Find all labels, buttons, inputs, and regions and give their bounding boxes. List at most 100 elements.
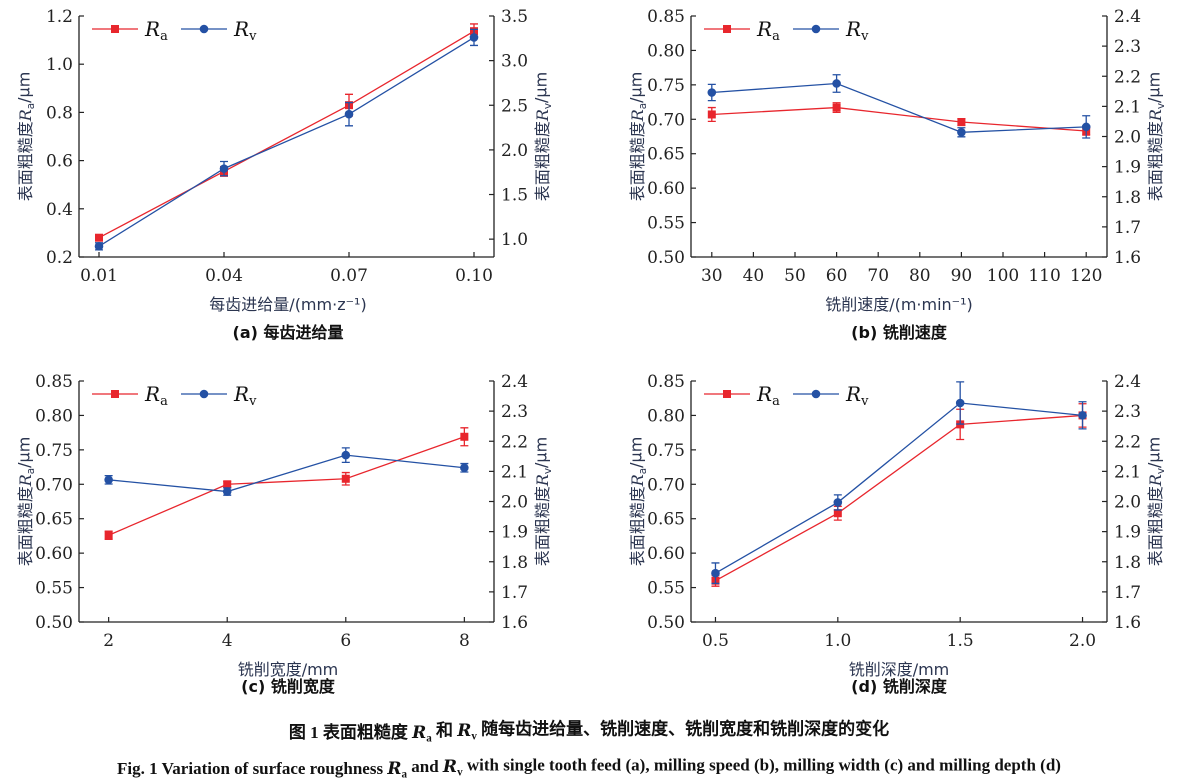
right-y-tick-label: 1.7 [1114,583,1141,603]
x-tick-label: 0.07 [330,266,368,286]
right-y-tick-label: 1.9 [1114,158,1141,178]
x-tick-label: 0.10 [455,266,493,286]
data-point [460,463,469,473]
right-y-tick-label: 1.6 [501,613,528,633]
x-tick-label: 120 [1070,266,1102,286]
left-y-tick-label: 0.50 [647,248,685,268]
x-tick-label: 2 [103,631,114,651]
left-y-tick-label: 0.60 [35,544,73,564]
left-y-tick-label: 0.60 [647,544,685,564]
right-y-tick-label: 2.2 [1114,432,1141,452]
x-tick-label: 100 [987,266,1019,286]
right-y-tick-label: 2.4 [501,372,528,392]
right-y-axis-label: 表面粗糙度Rv​/μm [531,437,554,566]
right-y-tick-label: 2.3 [1114,37,1141,57]
legend-marker-Rv [811,24,821,34]
right-y-tick-label: 2.5 [501,96,528,116]
panel-title: (a) 每齿进给量 [233,323,344,342]
data-point [1081,122,1091,132]
left-y-tick-label: 0.85 [35,372,73,392]
series-line-Rv [715,402,1083,574]
right-y-tick-label: 2.0 [501,493,528,513]
legend-label-Ra: Ra​ [756,17,780,44]
x-tick-label: 0.5 [702,631,729,651]
series-line-Rv [711,82,1087,133]
x-tick-label: 4 [222,631,233,651]
right-y-tick-label: 3.0 [501,52,528,72]
data-point [344,109,354,119]
x-tick-label: 0.04 [205,266,243,286]
data-point [833,498,843,507]
right-y-tick-label: 1.5 [501,186,528,206]
right-y-tick-label: 2.2 [501,432,528,452]
data-point [832,79,841,88]
series-Rv [94,28,479,251]
x-tick-label: 90 [951,266,973,286]
left-y-tick-label: 0.55 [35,579,73,599]
data-point [219,164,229,173]
left-y-tick-label: 0.80 [647,406,685,426]
right-y-tick-label: 2.3 [501,402,528,422]
data-point [832,103,841,112]
x-tick-label: 60 [826,266,848,286]
left-y-tick-label: 0.65 [647,510,685,530]
left-y-tick-label: 0.6 [46,152,73,172]
legend-label-Ra: Ra​ [756,382,780,409]
x-axis-label: 每齿进给量/(mm·z⁻¹) [209,295,366,314]
data-point [833,509,842,518]
data-point [707,88,717,97]
series-line-Ra [98,30,475,239]
panel-title: (c) 铣削宽度 [241,677,336,696]
series-line-Rv [98,36,475,247]
x-axis-label: 铣削深度/mm [849,660,950,679]
x-tick-label: 1.0 [824,631,851,651]
data-point [341,474,350,483]
series-line-Rv [108,454,465,493]
caption-chinese: 图 1 表面粗糙度 Ra​ 和 Rv​ 随每齿进给量、铣削速度、铣削宽度和铣削深… [289,718,889,744]
right-y-tick-label: 1.8 [501,553,528,573]
legend-marker-Rv [811,389,821,399]
data-point [341,450,351,460]
left-y-tick-label: 0.70 [647,475,685,495]
series-Rv [711,381,1087,585]
left-y-axis-label: 表面粗糙度Ra​/μm [14,72,37,202]
caption-english: Fig. 1 Variation of surface roughness Ra… [117,755,1061,780]
series-line-Ra [715,414,1083,582]
x-tick-label: 0.01 [80,266,118,286]
left-y-tick-label: 0.75 [35,441,73,461]
left-y-tick-label: 1.0 [46,55,73,75]
legend-label-Rv: Rv​ [845,382,869,409]
legend-marker-Ra [111,390,119,398]
left-y-axis-label: 表面粗糙度Ra​/μm [626,437,649,567]
data-point [1078,411,1087,420]
left-y-tick-label: 0.85 [647,7,685,27]
x-tick-label: 110 [1028,266,1060,286]
data-point [460,432,469,441]
left-y-tick-label: 1.2 [46,7,73,27]
left-y-tick-label: 0.65 [647,145,685,165]
x-axis-label: 铣削速度/(m·min⁻¹) [825,295,973,314]
left-y-tick-label: 0.50 [647,613,685,633]
right-y-axis-label: 表面粗糙度Rv​/μm [531,72,554,201]
series-Rv [104,447,469,496]
series-Ra [95,23,478,242]
left-y-tick-label: 0.55 [647,579,685,599]
chart-panel-c: 2 4 6 8 0.50 0.55 0.60 0.65 0.70 0.75 0.80 0.85 1.6 1… [14,372,554,696]
left-y-tick-label: 0.60 [647,179,685,199]
right-y-axis-label: 表面粗糙度Rv​/μm [1144,437,1167,566]
data-point [955,398,965,408]
right-y-tick-label: 1.9 [501,523,528,543]
left-y-tick-label: 0.80 [35,406,73,426]
panel-title: (d) 铣削深度 [851,677,948,696]
legend-marker-Ra [723,390,731,398]
x-tick-label: 50 [784,266,806,286]
x-tick-label: 6 [340,631,351,651]
series-Rv [707,74,1091,139]
right-y-tick-label: 2.0 [501,141,528,161]
right-y-tick-label: 2.4 [1114,7,1141,27]
data-point [222,487,232,496]
right-y-tick-label: 2.1 [1114,97,1141,117]
left-y-tick-label: 0.70 [647,110,685,130]
left-y-tick-label: 0.2 [46,248,73,268]
